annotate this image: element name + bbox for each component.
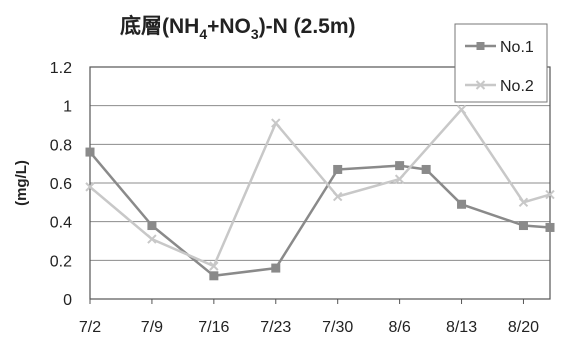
data-point (85, 147, 95, 157)
data-point (333, 164, 343, 174)
y-tick-label: 1.2 (50, 60, 72, 77)
x-tick-label: 7/2 (79, 319, 101, 336)
data-point (545, 189, 555, 200)
chart-title-sub1: 4 (199, 26, 207, 42)
gridlines (90, 105, 550, 261)
series-layer (85, 104, 555, 281)
y-tick-label: 0.6 (50, 176, 72, 193)
y-tick-label: 0.8 (50, 137, 72, 154)
chart-title-sub2: 3 (251, 26, 259, 42)
x-tick-label: 7/30 (322, 319, 353, 336)
plot-area-frame (89, 66, 551, 300)
chart-title-prefix: 底層(NH (120, 14, 199, 38)
legend-marker-no2 (475, 80, 486, 90)
data-point (421, 164, 431, 174)
x-tick-label: 7/16 (198, 319, 229, 336)
chart-title-mid: +NO (207, 15, 251, 38)
legend-label-no1: No.1 (500, 39, 534, 56)
data-point (545, 222, 555, 232)
data-point (332, 191, 343, 202)
series-line (89, 151, 551, 278)
y-tick-label: 0.2 (50, 253, 72, 270)
data-point (518, 221, 528, 231)
x-tick-label: 8/13 (446, 319, 477, 336)
data-point (147, 234, 157, 244)
legend-label-no2: No.2 (500, 78, 534, 95)
data-point (271, 263, 281, 273)
y-axis-ticks: 0 0.2 0.4 0.6 0.8 1 1.2 (50, 60, 72, 309)
chart-title: 底層(NH4+NO3)-N (2.5m) (120, 14, 356, 42)
data-point (395, 161, 405, 171)
data-point (85, 182, 95, 192)
data-point (457, 199, 467, 209)
x-tick-label: 8/20 (508, 319, 539, 336)
x-axis-ticks: 7/2 7/9 7/16 7/23 7/30 8/6 8/13 8/20 (79, 299, 539, 336)
legend: No.1 No.2 (454, 23, 548, 103)
chart-title-suffix: )-N (2.5m) (259, 15, 356, 38)
y-tick-label: 1 (63, 99, 72, 116)
x-tick-label: 7/23 (260, 319, 291, 336)
data-point (209, 271, 219, 281)
series-1 (85, 147, 555, 281)
data-point (456, 104, 467, 115)
data-point (147, 221, 157, 231)
data-point (518, 197, 529, 208)
data-point (271, 118, 281, 128)
data-point (209, 261, 219, 271)
series-2 (85, 104, 555, 271)
y-tick-label: 0.4 (50, 215, 72, 232)
series-line (89, 108, 551, 268)
y-axis-label: (mg/L) (13, 160, 30, 206)
legend-marker-no1 (476, 42, 485, 50)
data-point (394, 174, 405, 184)
x-tick-label: 8/6 (388, 319, 410, 336)
x-tick-label: 7/9 (141, 319, 163, 336)
legend-box (454, 23, 548, 103)
y-tick-label: 0 (63, 292, 72, 309)
